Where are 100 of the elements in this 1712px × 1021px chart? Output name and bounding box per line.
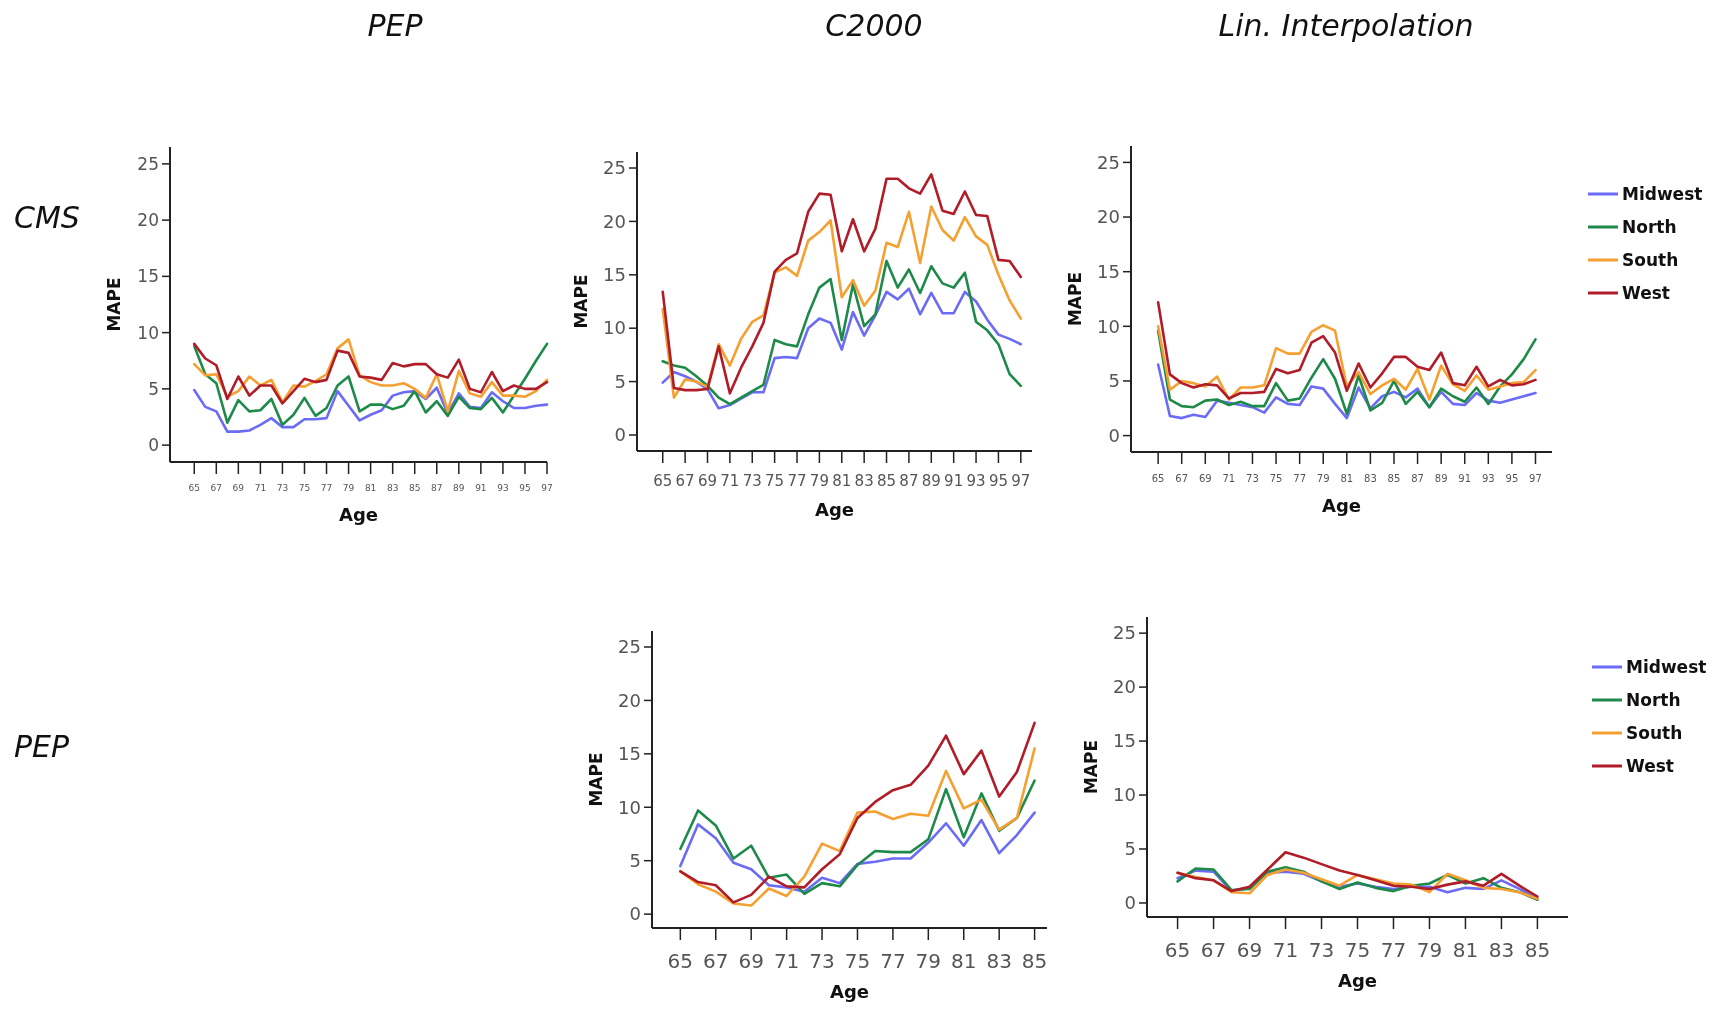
x-tick-label: 73	[809, 949, 835, 973]
y-tick-label: 25	[1097, 151, 1120, 173]
x-axis-title: Age	[1321, 495, 1362, 516]
legend-label: South	[1622, 250, 1679, 270]
x-tick-label: 75	[298, 483, 311, 493]
x-tick-label: 77	[320, 483, 333, 493]
y-tick-label: 15	[1113, 730, 1136, 752]
x-tick-label: 69	[697, 472, 718, 490]
x-tick-label: 97	[541, 483, 553, 493]
y-tick-label: 10	[1113, 784, 1136, 806]
legend-label: West	[1622, 283, 1670, 303]
chart-title: C2000	[825, 8, 923, 43]
y-tick-label: 5	[1124, 838, 1136, 860]
x-axis-title: Age	[338, 504, 379, 525]
x-tick-label: 75	[844, 949, 871, 973]
y-tick-label: 20	[1097, 206, 1120, 228]
y-tick-label: 0	[1108, 424, 1120, 446]
y-tick-label: 0	[614, 424, 626, 446]
y-tick-label: 15	[137, 266, 159, 287]
x-tick-label: 93	[497, 483, 509, 493]
x-tick-label: 65	[653, 472, 673, 490]
x-tick-label: 73	[276, 483, 289, 493]
x-tick-label: 81	[832, 472, 852, 490]
y-tick-label: 15	[1097, 260, 1120, 282]
x-tick-label: 79	[1316, 473, 1330, 484]
x-tick-label: 71	[1222, 473, 1236, 484]
y-tick-label: 25	[1113, 622, 1136, 644]
y-tick-label: 10	[1097, 315, 1120, 337]
x-tick-label: 67	[1175, 473, 1189, 484]
x-tick-label: 87	[1411, 473, 1424, 484]
legend-label: Midwest	[1622, 184, 1703, 204]
x-tick-label: 69	[1236, 938, 1263, 962]
x-tick-label: 71	[254, 483, 267, 493]
x-axis-title: Age	[814, 499, 855, 520]
x-tick-label: 73	[1246, 473, 1259, 484]
x-tick-label: 85	[1524, 938, 1551, 962]
x-tick-label: 87	[431, 483, 443, 493]
line-series	[1176, 850, 1539, 898]
x-tick-label: 83	[986, 949, 1012, 973]
x-tick-label: 93	[1481, 473, 1495, 484]
x-tick-label: 81	[951, 949, 977, 973]
x-tick-label: 87	[899, 472, 919, 490]
x-tick-label: 83	[854, 472, 874, 490]
x-tick-label: 69	[738, 949, 764, 973]
x-tick-label: 95	[519, 483, 531, 493]
x-tick-label: 77	[1293, 473, 1306, 484]
x-tick-label: 81	[1340, 473, 1354, 484]
y-tick-label: 5	[629, 849, 641, 871]
y-tick-label: 5	[148, 378, 159, 399]
x-tick-label: 95	[988, 472, 1008, 490]
x-axis-title: Age	[829, 981, 870, 1002]
y-tick-label: 25	[603, 157, 626, 179]
x-tick-label: 65	[1151, 473, 1165, 484]
x-tick-label: 91	[475, 483, 487, 493]
x-tick-label: 83	[1364, 473, 1377, 484]
y-tick-label: 10	[137, 322, 159, 343]
y-axis-title: MAPE	[104, 277, 124, 332]
line-series	[679, 721, 1036, 904]
x-tick-label: 91	[1458, 473, 1472, 484]
x-tick-label: 93	[966, 472, 986, 490]
chart-title: Lin. Interpolation	[1218, 8, 1474, 43]
y-tick-label: 20	[1113, 676, 1136, 698]
y-tick-label: 0	[148, 435, 159, 456]
x-tick-label: 77	[1380, 938, 1407, 962]
x-tick-label: 65	[188, 483, 200, 493]
y-tick-label: 20	[137, 210, 159, 231]
y-tick-label: 10	[618, 796, 641, 818]
line-series	[661, 173, 1023, 395]
line-series	[192, 342, 549, 427]
x-tick-label: 75	[1344, 938, 1371, 962]
x-tick-label: 75	[1269, 473, 1283, 484]
line-series	[1156, 329, 1537, 416]
legend-label: West	[1626, 756, 1674, 776]
y-tick-label: 10	[603, 317, 626, 339]
x-tick-label: 97	[1011, 472, 1031, 490]
x-tick-label: 77	[787, 472, 807, 490]
y-tick-label: 20	[603, 210, 626, 232]
x-tick-label: 67	[1200, 938, 1227, 962]
x-tick-label: 81	[364, 483, 377, 493]
x-tick-label: 69	[1198, 473, 1212, 484]
y-axis-title: MAPE	[1065, 271, 1085, 327]
y-tick-label: 0	[1124, 892, 1136, 914]
x-tick-label: 85	[1387, 473, 1401, 484]
x-tick-label: 75	[765, 472, 785, 490]
x-tick-label: 79	[1416, 938, 1443, 962]
legend-label: South	[1626, 723, 1683, 743]
x-tick-label: 81	[1452, 938, 1479, 962]
x-tick-label: 89	[921, 472, 941, 490]
text: PEP	[14, 729, 71, 764]
x-tick-label: 67	[703, 949, 729, 973]
x-tick-label: 65	[667, 949, 694, 973]
x-tick-label: 83	[386, 483, 399, 493]
line-series	[192, 386, 549, 433]
x-tick-label: 89	[1434, 473, 1448, 484]
text: CMS	[14, 200, 80, 235]
x-tick-label: 95	[1505, 473, 1519, 484]
y-tick-label: 15	[603, 264, 626, 286]
legend-label: Midwest	[1626, 657, 1707, 677]
y-tick-label: 0	[629, 903, 641, 925]
x-tick-label: 89	[453, 483, 465, 493]
